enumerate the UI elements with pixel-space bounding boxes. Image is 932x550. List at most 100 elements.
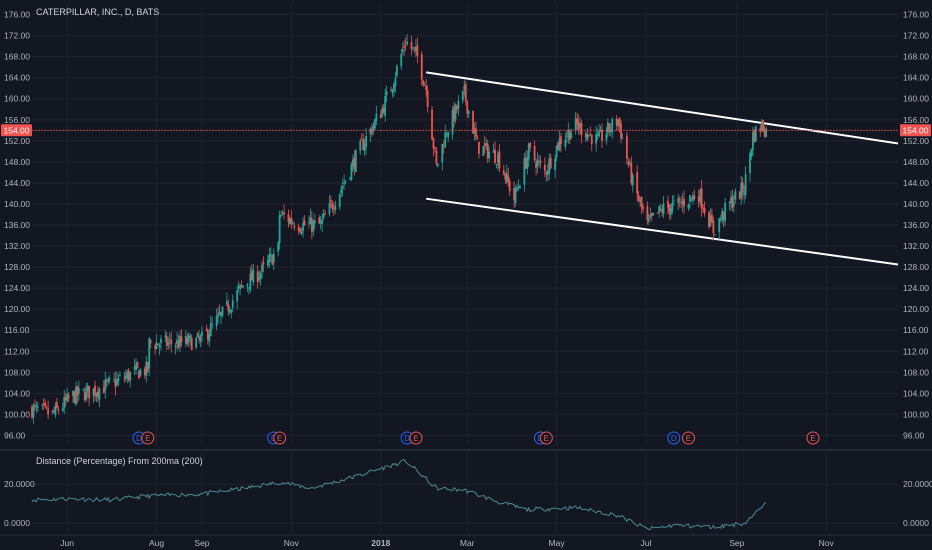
candle-body bbox=[598, 131, 600, 137]
candle-body bbox=[587, 134, 590, 137]
event-circle bbox=[409, 431, 423, 445]
candle-body bbox=[31, 406, 33, 418]
candle-body bbox=[617, 119, 620, 127]
earnings-event-marker[interactable]: E bbox=[539, 431, 553, 445]
candle-body bbox=[105, 380, 108, 382]
candle-body bbox=[671, 202, 674, 212]
candle-body bbox=[352, 159, 354, 166]
candle-body bbox=[554, 158, 557, 170]
price-tick-left: 104.00 bbox=[4, 388, 30, 398]
candle-body bbox=[513, 188, 515, 201]
event-label: E bbox=[413, 434, 418, 443]
candle-body bbox=[136, 361, 139, 368]
candle-body bbox=[504, 173, 507, 180]
candle-body bbox=[242, 285, 244, 288]
earnings-event-marker[interactable]: E bbox=[806, 431, 820, 445]
candle-body bbox=[463, 85, 466, 90]
price-tick-left: 128.00 bbox=[4, 262, 30, 272]
candle-body bbox=[420, 54, 423, 80]
candle-body bbox=[45, 406, 48, 408]
earnings-event-marker[interactable]: E bbox=[681, 431, 695, 445]
dividend-event-marker[interactable]: D bbox=[667, 431, 681, 445]
event-circle bbox=[681, 431, 695, 445]
candle-body bbox=[391, 89, 394, 94]
event-label: E bbox=[277, 434, 282, 443]
candle-body bbox=[278, 215, 281, 244]
price-tick-right: 140.00 bbox=[903, 199, 929, 209]
candle-body bbox=[271, 255, 274, 265]
candle-body bbox=[680, 201, 683, 203]
candle-body bbox=[628, 162, 631, 165]
candle-body bbox=[239, 284, 241, 290]
candle-body bbox=[584, 133, 587, 138]
candle-body bbox=[435, 150, 438, 164]
candle-body bbox=[334, 205, 337, 211]
candle-body bbox=[502, 170, 505, 175]
candle-body bbox=[390, 90, 392, 92]
candle-body bbox=[412, 47, 414, 49]
candle-body bbox=[349, 178, 351, 179]
candle-body bbox=[360, 139, 363, 141]
candle-body bbox=[319, 221, 322, 224]
candle-body bbox=[146, 362, 149, 372]
candle-body bbox=[536, 160, 539, 166]
price-axis-labels: 96.00 96.00 100.00 100.00 104.00 104.00 108.00… bbox=[4, 10, 929, 441]
price-tick-right: 100.00 bbox=[903, 409, 929, 419]
candle-body bbox=[259, 272, 262, 279]
candle-body bbox=[291, 223, 294, 225]
indicator-tick-left: 0.0000 bbox=[4, 518, 30, 528]
candle-body bbox=[97, 391, 99, 397]
price-tick-right: 168.00 bbox=[903, 52, 929, 62]
candle-body bbox=[149, 340, 152, 344]
candle-body bbox=[543, 164, 546, 171]
earnings-event-marker[interactable]: E bbox=[141, 431, 155, 445]
candle-body bbox=[170, 339, 173, 345]
price-tick-right: 132.00 bbox=[903, 241, 929, 251]
candle-body bbox=[272, 253, 275, 263]
candle-body bbox=[85, 388, 88, 401]
candle-body bbox=[539, 160, 542, 163]
candle-body bbox=[148, 338, 151, 369]
price-tick-right: 112.00 bbox=[903, 346, 929, 356]
candle-body bbox=[740, 183, 743, 198]
candle-body bbox=[646, 206, 649, 220]
candle-body bbox=[190, 337, 193, 351]
candle-body bbox=[267, 260, 269, 266]
candle-body bbox=[76, 386, 79, 396]
candle-body bbox=[184, 336, 187, 344]
candle-body bbox=[422, 80, 425, 85]
candle-body bbox=[687, 204, 690, 209]
candle-body bbox=[385, 91, 388, 96]
candle-body bbox=[734, 191, 737, 200]
price-tick-right: 164.00 bbox=[903, 73, 929, 83]
earnings-event-marker[interactable]: E bbox=[409, 431, 423, 445]
candle-body bbox=[545, 171, 548, 175]
candle-body bbox=[189, 335, 192, 338]
candle-body bbox=[95, 393, 98, 398]
candle-body bbox=[293, 225, 296, 228]
candle-body bbox=[752, 132, 754, 151]
candle-body bbox=[498, 151, 501, 169]
candle-body bbox=[382, 107, 385, 113]
candle-body bbox=[413, 47, 416, 49]
candle-body bbox=[195, 337, 198, 348]
candle-body bbox=[472, 110, 474, 134]
candle-body bbox=[467, 111, 470, 115]
price-tick-left: 160.00 bbox=[4, 94, 30, 104]
candle-body bbox=[570, 132, 573, 139]
candle-body bbox=[721, 210, 724, 221]
price-tick-left: 152.00 bbox=[4, 136, 30, 146]
indicator-line bbox=[31, 459, 767, 531]
earnings-event-marker[interactable]: E bbox=[273, 431, 287, 445]
candle-body bbox=[249, 273, 252, 291]
candle-body bbox=[447, 132, 450, 138]
candle-body bbox=[143, 368, 146, 376]
candle-body bbox=[482, 146, 485, 156]
candle-body bbox=[75, 386, 77, 405]
price-tick-right: 152.00 bbox=[903, 136, 929, 146]
candle-body bbox=[668, 204, 671, 214]
candle-body bbox=[626, 135, 628, 159]
price-tick-right: 116.00 bbox=[903, 325, 929, 335]
event-circle bbox=[667, 431, 681, 445]
